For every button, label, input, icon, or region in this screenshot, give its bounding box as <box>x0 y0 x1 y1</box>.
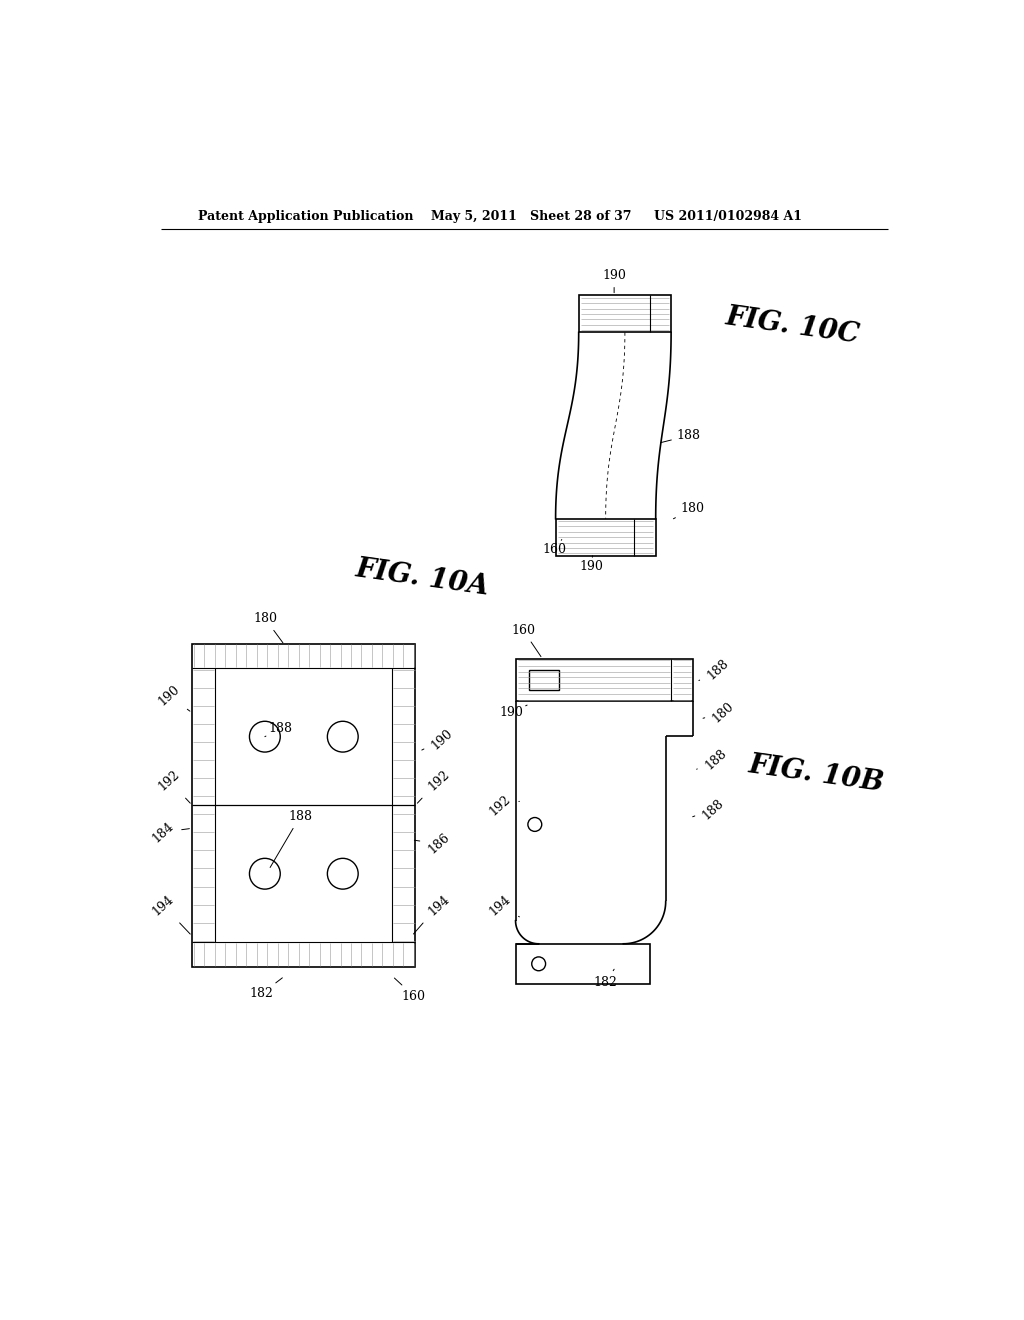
Text: Patent Application Publication: Patent Application Publication <box>198 210 413 223</box>
Text: 192: 192 <box>156 768 190 803</box>
Text: 190: 190 <box>422 727 456 752</box>
Text: 180: 180 <box>703 700 736 726</box>
Circle shape <box>328 858 358 890</box>
Text: 182: 182 <box>250 978 283 1001</box>
Text: 190: 190 <box>499 705 527 719</box>
Text: 180: 180 <box>253 612 283 643</box>
Text: FIG. 10A: FIG. 10A <box>354 556 492 601</box>
Text: 160: 160 <box>394 978 426 1003</box>
Bar <box>515 944 650 983</box>
Text: US 2011/0102984 A1: US 2011/0102984 A1 <box>654 210 802 223</box>
Text: 188: 188 <box>692 796 727 822</box>
Text: 182: 182 <box>594 969 617 989</box>
Bar <box>529 669 559 689</box>
Circle shape <box>528 817 542 832</box>
Text: May 5, 2011   Sheet 28 of 37: May 5, 2011 Sheet 28 of 37 <box>431 210 632 223</box>
Text: 188: 188 <box>699 656 731 681</box>
Text: 190: 190 <box>602 269 626 293</box>
Bar <box>579 296 671 333</box>
Circle shape <box>250 721 281 752</box>
Bar <box>556 519 655 556</box>
Text: 192: 192 <box>487 792 519 818</box>
Circle shape <box>250 858 281 890</box>
Text: 184: 184 <box>150 820 189 845</box>
Text: 194: 194 <box>150 892 190 935</box>
Circle shape <box>531 957 546 970</box>
Text: FIG. 10B: FIG. 10B <box>746 751 886 797</box>
Text: 194: 194 <box>414 892 452 935</box>
Text: FIG. 10C: FIG. 10C <box>724 304 861 348</box>
Text: 186: 186 <box>415 830 452 857</box>
Text: 180: 180 <box>674 502 705 519</box>
Bar <box>515 659 692 701</box>
Text: 188: 188 <box>696 746 729 772</box>
Text: 190: 190 <box>580 556 603 573</box>
Text: 188: 188 <box>265 722 293 737</box>
Text: 160: 160 <box>543 540 567 556</box>
Text: 190: 190 <box>156 682 189 711</box>
Text: 188: 188 <box>270 810 312 867</box>
Text: 188: 188 <box>660 429 700 442</box>
Text: 160: 160 <box>511 624 541 656</box>
Text: 192: 192 <box>418 768 452 803</box>
Bar <box>193 644 416 966</box>
Circle shape <box>328 721 358 752</box>
Text: 194: 194 <box>487 892 519 919</box>
